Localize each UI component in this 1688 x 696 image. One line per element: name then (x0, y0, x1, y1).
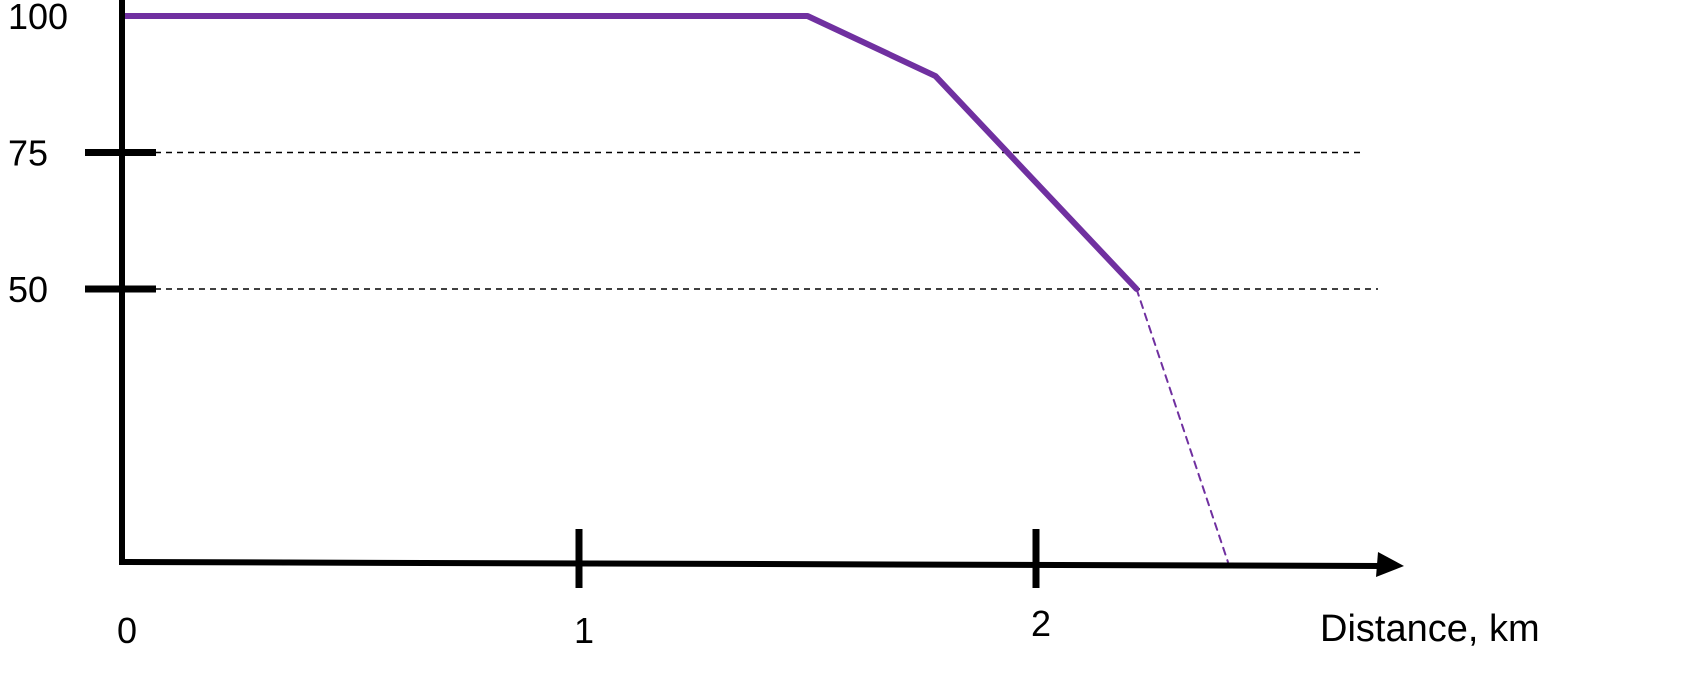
y-tick-label-75: 75 (8, 133, 48, 174)
grid-layer (122, 151, 1378, 290)
x-tick-label-2: 2 (1031, 603, 1051, 644)
x-axis-title: Distance, km (1320, 608, 1540, 650)
labels-layer: 100 75 50 0 1 2 (8, 0, 1051, 651)
series-line-1-solid (119, 13, 1140, 292)
ticks-layer (85, 149, 1040, 588)
y-tick-label-50: 50 (8, 269, 48, 310)
axis-layer (118, 0, 1404, 577)
x-axis (118, 559, 1383, 569)
series-layer (119, 13, 1229, 563)
y-tick-label-100: 100 (8, 0, 68, 37)
x-tick-label-0: 0 (117, 610, 137, 651)
x-axis-arrow-icon (1376, 552, 1404, 577)
series-line-2-dashed (1135, 288, 1229, 563)
x-tick-label-1: 1 (574, 610, 594, 651)
